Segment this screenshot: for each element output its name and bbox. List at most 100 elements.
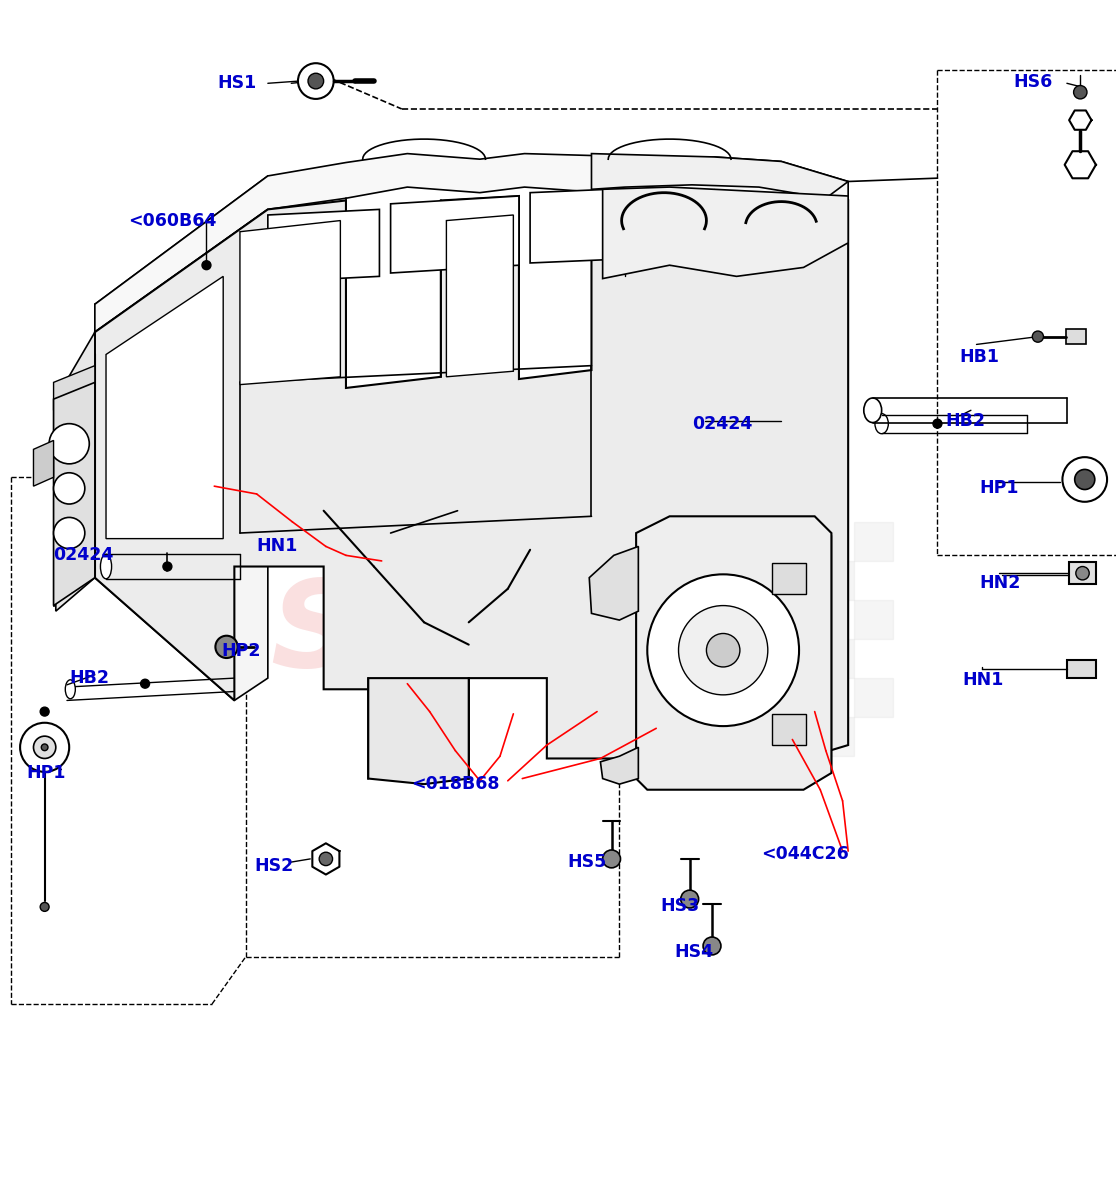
Circle shape: [41, 744, 48, 751]
Ellipse shape: [864, 398, 882, 422]
Bar: [854, 678, 893, 718]
Text: Soledia: Soledia: [270, 575, 779, 692]
Circle shape: [141, 679, 150, 688]
Bar: [776, 522, 815, 560]
Bar: [776, 600, 815, 640]
Polygon shape: [636, 516, 831, 790]
Bar: [619, 600, 658, 640]
Polygon shape: [600, 748, 638, 784]
Circle shape: [1032, 331, 1043, 342]
Circle shape: [1062, 457, 1107, 502]
Polygon shape: [268, 209, 379, 282]
Circle shape: [647, 575, 799, 726]
Text: HB1: HB1: [960, 348, 1000, 366]
Polygon shape: [56, 332, 95, 611]
Bar: [658, 640, 698, 678]
Polygon shape: [391, 196, 519, 274]
Bar: [815, 560, 854, 600]
Polygon shape: [95, 154, 848, 332]
Circle shape: [40, 902, 49, 911]
Circle shape: [933, 419, 942, 428]
Circle shape: [603, 850, 620, 868]
Text: HN1: HN1: [962, 671, 1003, 689]
Polygon shape: [106, 276, 223, 539]
Text: HS6: HS6: [1013, 73, 1052, 91]
Polygon shape: [54, 366, 95, 410]
Circle shape: [163, 562, 172, 571]
Bar: [580, 560, 619, 600]
Bar: [815, 718, 854, 756]
Ellipse shape: [875, 414, 888, 433]
Text: HP2: HP2: [221, 642, 260, 660]
Bar: [698, 522, 737, 560]
Text: <060B64: <060B64: [128, 211, 217, 229]
Circle shape: [1076, 566, 1089, 580]
Circle shape: [298, 64, 334, 98]
Bar: [854, 600, 893, 640]
Text: <044C26: <044C26: [761, 846, 849, 864]
Circle shape: [215, 636, 238, 658]
Circle shape: [54, 517, 85, 548]
Polygon shape: [54, 383, 95, 606]
Bar: [658, 718, 698, 756]
Bar: [815, 640, 854, 678]
Bar: [698, 678, 737, 718]
Text: <018B68: <018B68: [411, 775, 499, 793]
Text: 02424: 02424: [692, 415, 752, 433]
Text: HS5: HS5: [567, 853, 606, 871]
Circle shape: [1074, 85, 1087, 98]
Bar: [854, 522, 893, 560]
Text: HN2: HN2: [980, 575, 1021, 593]
Circle shape: [703, 937, 721, 955]
Polygon shape: [95, 209, 268, 701]
Polygon shape: [603, 187, 848, 278]
Bar: [737, 640, 776, 678]
Circle shape: [319, 852, 333, 865]
Bar: [698, 600, 737, 640]
Bar: [1067, 660, 1096, 678]
Polygon shape: [589, 546, 638, 620]
Text: HS2: HS2: [254, 857, 294, 875]
Polygon shape: [33, 440, 54, 486]
Polygon shape: [368, 678, 469, 784]
Circle shape: [40, 707, 49, 716]
Bar: [772, 563, 806, 594]
Bar: [619, 678, 658, 718]
Text: 02424: 02424: [54, 546, 114, 564]
Circle shape: [49, 424, 89, 464]
Bar: [776, 678, 815, 718]
Bar: [1066, 329, 1086, 344]
Polygon shape: [591, 154, 848, 198]
Circle shape: [54, 473, 85, 504]
Text: HB2: HB2: [945, 413, 985, 431]
Bar: [658, 560, 698, 600]
Bar: [619, 522, 658, 560]
Polygon shape: [530, 190, 608, 263]
Bar: [737, 560, 776, 600]
Text: HB2: HB2: [69, 670, 109, 688]
Circle shape: [679, 606, 768, 695]
Ellipse shape: [65, 679, 76, 698]
Bar: [772, 714, 806, 745]
Bar: [580, 718, 619, 756]
Circle shape: [202, 260, 211, 270]
Circle shape: [681, 890, 699, 908]
Text: HS3: HS3: [661, 896, 700, 914]
Circle shape: [1075, 469, 1095, 490]
Text: HS4: HS4: [674, 942, 713, 960]
Text: HN1: HN1: [257, 538, 298, 556]
Circle shape: [20, 722, 69, 772]
Circle shape: [308, 73, 324, 89]
Text: HS1: HS1: [218, 74, 257, 92]
Bar: [737, 718, 776, 756]
Polygon shape: [95, 196, 848, 779]
Polygon shape: [446, 215, 513, 377]
Text: HP1: HP1: [27, 764, 66, 782]
Bar: [580, 640, 619, 678]
Circle shape: [706, 634, 740, 667]
Polygon shape: [240, 221, 340, 385]
Ellipse shape: [100, 554, 112, 578]
Bar: [1069, 562, 1096, 584]
Circle shape: [33, 736, 56, 758]
Text: HP1: HP1: [980, 479, 1019, 497]
